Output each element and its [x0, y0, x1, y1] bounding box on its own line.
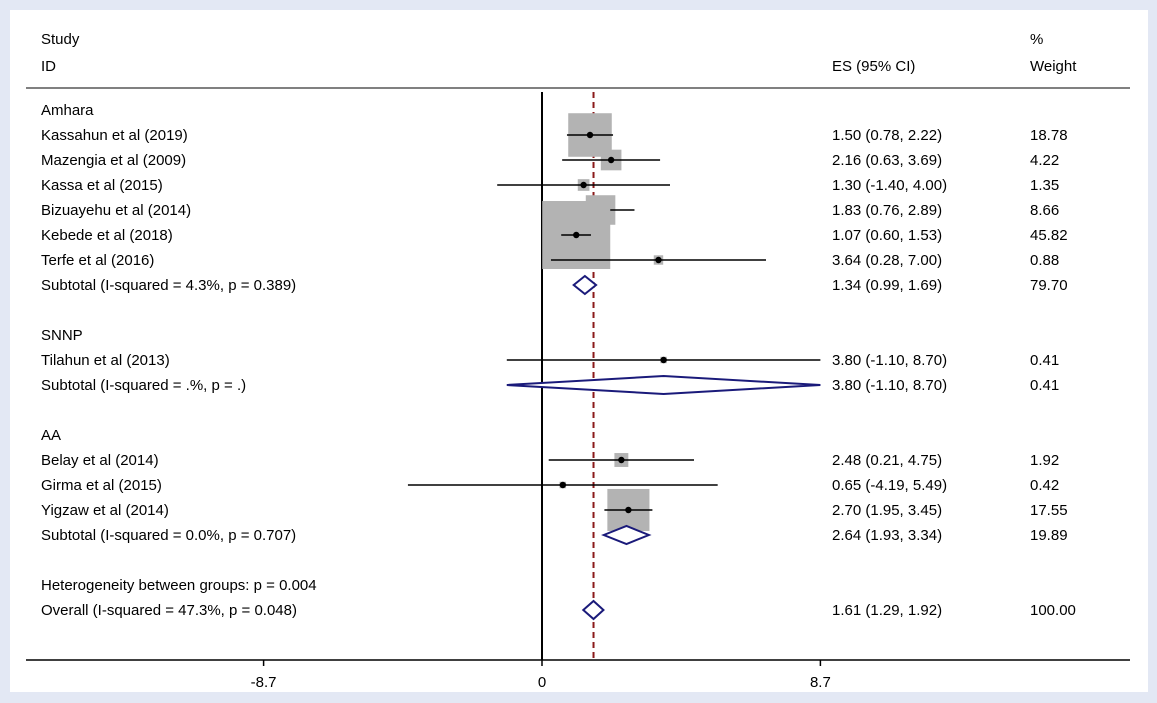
- point-estimate: [660, 356, 667, 364]
- study-label: Tilahun et al (2013): [41, 352, 170, 369]
- study-ci-text: 1.83 (0.76, 2.89): [832, 202, 942, 219]
- point-estimate: [618, 456, 625, 464]
- subtotal-ci-text: 2.64 (1.93, 3.34): [832, 527, 942, 544]
- study-weight-text: 1.92: [1030, 452, 1059, 469]
- group-label: Amhara: [41, 102, 94, 119]
- overall-ci-text: 1.61 (1.29, 1.92): [832, 602, 942, 619]
- study-label: Yigzaw et al (2014): [41, 502, 169, 519]
- point-estimate: [559, 481, 566, 489]
- overall-diamond: [581, 599, 605, 621]
- plot-frame: Study ID ES (95% CI) % Weight Amhara Kass…: [10, 10, 1148, 692]
- study-weight-text: 0.41: [1030, 352, 1059, 369]
- overall-label: Overall (I-squared = 47.3%, p = 0.048): [41, 602, 297, 619]
- subtotal-ci-text: 1.34 (0.99, 1.69): [832, 277, 942, 294]
- subtotal-diamond: [572, 274, 598, 296]
- study-ci-text: 2.48 (0.21, 4.75): [832, 452, 942, 469]
- study-weight-text: 45.82: [1030, 227, 1068, 244]
- study-weight-text: 18.78: [1030, 127, 1068, 144]
- study-label: Kebede et al (2018): [41, 227, 173, 244]
- study-weight-text: 1.35: [1030, 177, 1059, 194]
- subtotal-label: Subtotal (I-squared = .%, p = .): [41, 377, 246, 394]
- group-label: AA: [41, 427, 61, 444]
- study-label: Girma et al (2015): [41, 477, 162, 494]
- header-weight: Weight: [1030, 58, 1077, 75]
- study-ci-text: 1.07 (0.60, 1.53): [832, 227, 942, 244]
- subtotal-diamond: [506, 374, 821, 396]
- point-estimate: [625, 506, 632, 514]
- subtotal-weight-text: 79.70: [1030, 277, 1068, 294]
- overall-weight-text: 100.00: [1030, 602, 1076, 619]
- point-estimate: [607, 156, 615, 164]
- header-id: ID: [41, 58, 56, 75]
- subtotal-ci-text: 3.80 (-1.10, 8.70): [832, 377, 947, 394]
- study-weight-text: 0.42: [1030, 477, 1059, 494]
- subtotal-diamond: [601, 524, 652, 546]
- study-label: Kassa et al (2015): [41, 177, 163, 194]
- study-weight-text: 0.88: [1030, 252, 1059, 269]
- study-ci-text: 2.70 (1.95, 3.45): [832, 502, 942, 519]
- subtotal-weight-text: 19.89: [1030, 527, 1068, 544]
- point-estimate: [586, 131, 594, 139]
- study-label: Mazengia et al (2009): [41, 152, 186, 169]
- forest-plot: Study ID ES (95% CI) % Weight Amhara Kass…: [26, 31, 1130, 691]
- study-ci-text: 1.30 (-1.40, 4.00): [832, 177, 947, 194]
- study-ci-text: 2.16 (0.63, 3.69): [832, 152, 942, 169]
- study-label: Belay et al (2014): [41, 452, 159, 469]
- study-label: Kassahun et al (2019): [41, 127, 188, 144]
- study-label: Bizuayehu et al (2014): [41, 202, 191, 219]
- study-ci-text: 3.64 (0.28, 7.00): [832, 252, 942, 269]
- x-tick-label: 8.7: [810, 674, 831, 691]
- point-estimate: [655, 256, 662, 264]
- subtotal-label: Subtotal (I-squared = 0.0%, p = 0.707): [41, 527, 296, 544]
- header-study: Study: [41, 31, 80, 48]
- point-estimate: [580, 181, 587, 189]
- subtotal-label: Subtotal (I-squared = 4.3%, p = 0.389): [41, 277, 296, 294]
- header-percent: %: [1030, 31, 1043, 48]
- study-ci-text: 1.50 (0.78, 2.22): [832, 127, 942, 144]
- point-estimate: [573, 231, 580, 239]
- study-label: Terfe et al (2016): [41, 252, 154, 269]
- header-es: ES (95% CI): [832, 58, 915, 75]
- study-ci-text: 0.65 (-4.19, 5.49): [832, 477, 947, 494]
- subtotal-weight-text: 0.41: [1030, 377, 1059, 394]
- x-tick-label: -8.7: [251, 674, 277, 691]
- x-tick-label: 0: [538, 674, 546, 691]
- study-weight-text: 17.55: [1030, 502, 1068, 519]
- heterogeneity-note: Heterogeneity between groups: p = 0.004: [41, 577, 317, 594]
- study-weight-text: 8.66: [1030, 202, 1059, 219]
- study-weight-text: 4.22: [1030, 152, 1059, 169]
- study-ci-text: 3.80 (-1.10, 8.70): [832, 352, 947, 369]
- group-label: SNNP: [41, 327, 83, 344]
